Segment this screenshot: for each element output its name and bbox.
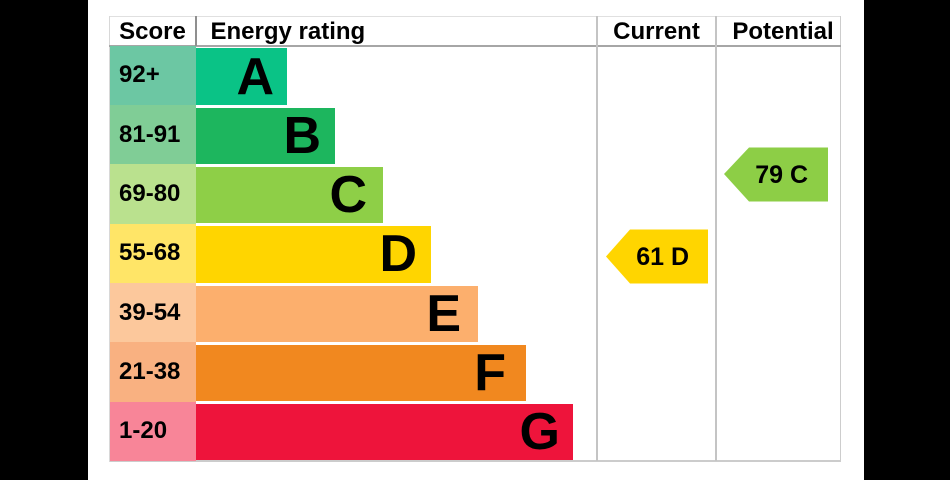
svg-text:61 D: 61 D [636,243,689,271]
svg-text:79 C: 79 C [755,161,808,189]
